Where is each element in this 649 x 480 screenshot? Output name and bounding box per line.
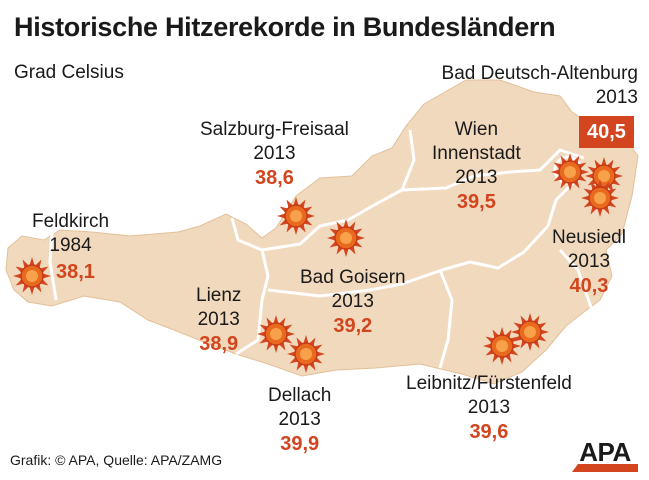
record-year: 2013 (197, 309, 240, 330)
logo-bar-icon (572, 464, 638, 472)
record-label-feldkirch: Feldkirch 1984 (32, 210, 109, 258)
record-value: 40,3 (569, 275, 609, 297)
record-value: 39,9 (280, 433, 320, 455)
austria-shape (5, 79, 639, 385)
record-year: 2013 (595, 87, 638, 108)
place-name-line2: Innenstadt (432, 143, 521, 164)
place-name: Neusiedl (552, 227, 626, 248)
record-label-bad-deutsch-altenburg: Bad Deutsch-Altenburg 2013 (408, 62, 638, 110)
record-value: 39,5 (456, 191, 496, 213)
place-name: Feldkirch (32, 211, 110, 232)
record-value: 38,6 (254, 167, 294, 189)
record-year: 2013 (331, 291, 374, 312)
record-value: 38,1 (56, 261, 95, 283)
place-name: Bad Goisern (300, 267, 406, 288)
record-value-wrap: 38,1 (56, 260, 95, 284)
record-value: 38,9 (199, 333, 239, 355)
record-label-leibnitz: Leibnitz/Fürstenfeld 2013 39,6 (406, 372, 572, 444)
state-borders (48, 129, 594, 369)
place-name: Salzburg-Freisaal (200, 119, 349, 140)
place-name-line1: Wien (454, 119, 499, 140)
apa-logo: APA (572, 437, 638, 472)
record-year: 2013 (455, 167, 498, 188)
record-year: 2013 (467, 397, 511, 418)
record-value: 39,2 (333, 315, 373, 337)
record-label-neusiedl: Neusiedl 2013 40,3 (552, 226, 626, 298)
record-year: 2013 (278, 409, 321, 430)
record-year: 2013 (567, 251, 611, 272)
page-title: Historische Hitzerekorde in Bundesländer… (14, 12, 556, 42)
place-name: Lienz (196, 285, 242, 306)
record-value: 39,6 (469, 421, 509, 443)
record-value-badge: 40,5 (579, 116, 634, 148)
place-name: Dellach (268, 385, 332, 406)
record-label-bad-goisern: Bad Goisern 2013 39,2 (300, 266, 406, 338)
record-label-lienz: Lienz 2013 38,9 (196, 284, 241, 356)
record-label-dellach: Dellach 2013 39,9 (268, 384, 331, 456)
source-credit: Grafik: © APA, Quelle: APA/ZAMG (10, 452, 223, 468)
record-year: 1984 (49, 235, 92, 256)
record-label-wien: Wien Innenstadt 2013 39,5 (432, 118, 521, 214)
record-label-salzburg: Salzburg-Freisaal 2013 38,6 (200, 118, 349, 190)
place-name: Leibnitz/Fürstenfeld (406, 373, 572, 394)
logo-text: APA (579, 437, 631, 467)
place-name: Bad Deutsch-Altenburg (441, 63, 638, 84)
record-year: 2013 (253, 143, 296, 164)
unit-label: Grad Celsius (14, 62, 124, 83)
